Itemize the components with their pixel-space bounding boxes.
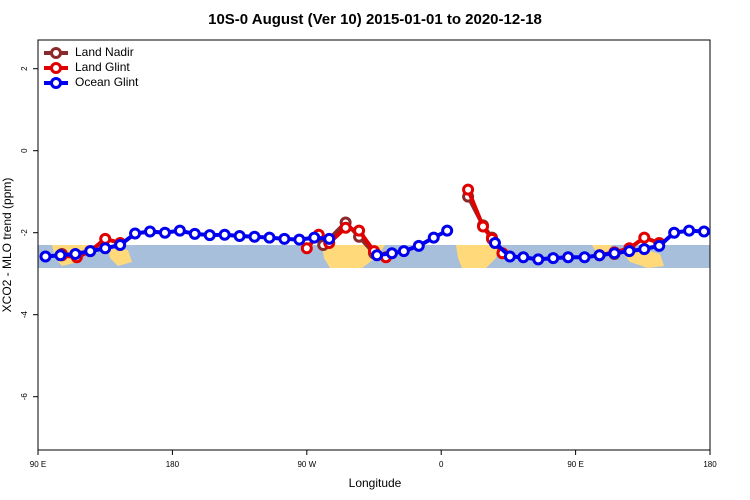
point [517, 251, 530, 264]
point [608, 247, 621, 260]
y-tick-label: 0 [20, 148, 29, 153]
point [623, 245, 636, 258]
x-tick-label: 0 [439, 460, 444, 469]
point [503, 250, 516, 263]
legend-marker [50, 47, 62, 59]
point [683, 224, 696, 237]
point [578, 251, 591, 264]
point [69, 248, 82, 261]
x-tick-label: 90 E [567, 460, 583, 469]
point [353, 224, 366, 237]
point [532, 253, 545, 266]
point [462, 183, 475, 196]
point [547, 252, 560, 265]
point [84, 245, 97, 258]
point [129, 227, 142, 240]
x-tick-label: 90 E [30, 460, 46, 469]
point [308, 231, 321, 244]
point [54, 249, 67, 262]
point [441, 224, 454, 237]
point [158, 226, 171, 239]
x-tick-label: 180 [703, 460, 717, 469]
point [698, 225, 711, 238]
land [456, 245, 500, 268]
point [562, 251, 575, 264]
y-axis-label: XCO2 - MLO trend (ppm) [0, 178, 14, 313]
x-tick-label: 90 W [297, 460, 316, 469]
point [668, 226, 681, 239]
y-tick-label: -6 [20, 393, 29, 401]
point [248, 230, 261, 243]
point [144, 225, 156, 238]
point [99, 232, 112, 245]
point [339, 221, 352, 234]
point [99, 242, 112, 255]
y-tick-label: -2 [20, 229, 29, 237]
point [114, 239, 127, 251]
point [203, 229, 216, 242]
point [188, 227, 201, 240]
point [477, 220, 490, 233]
legend-label: Ocean Glint [75, 75, 139, 89]
point [218, 228, 231, 241]
point [385, 247, 398, 260]
point [323, 232, 336, 245]
legend-marker [50, 62, 62, 74]
chart-title: 10S-0 August (Ver 10) 2015-01-01 to 2020… [208, 11, 542, 28]
point [39, 250, 52, 263]
legend-label: Land Nadir [75, 45, 134, 59]
y-tick-label: 2 [20, 66, 29, 71]
point [233, 229, 246, 242]
point [638, 231, 651, 244]
point [173, 224, 186, 237]
y-tick-label: -4 [20, 311, 29, 319]
x-tick-label: 180 [166, 460, 180, 469]
point [370, 249, 383, 262]
legend-label: Land Glint [75, 60, 130, 74]
legend-marker [50, 77, 62, 89]
point [412, 239, 425, 252]
point [263, 231, 276, 244]
point [638, 243, 651, 256]
point [293, 233, 306, 246]
point [488, 236, 501, 249]
point [593, 249, 606, 262]
point [278, 232, 291, 245]
point [653, 239, 666, 252]
point [397, 245, 410, 258]
plot-frame [37, 39, 711, 451]
point [427, 231, 440, 244]
point [300, 242, 313, 255]
land [108, 248, 132, 266]
x-axis-label: Longitude [349, 476, 402, 490]
